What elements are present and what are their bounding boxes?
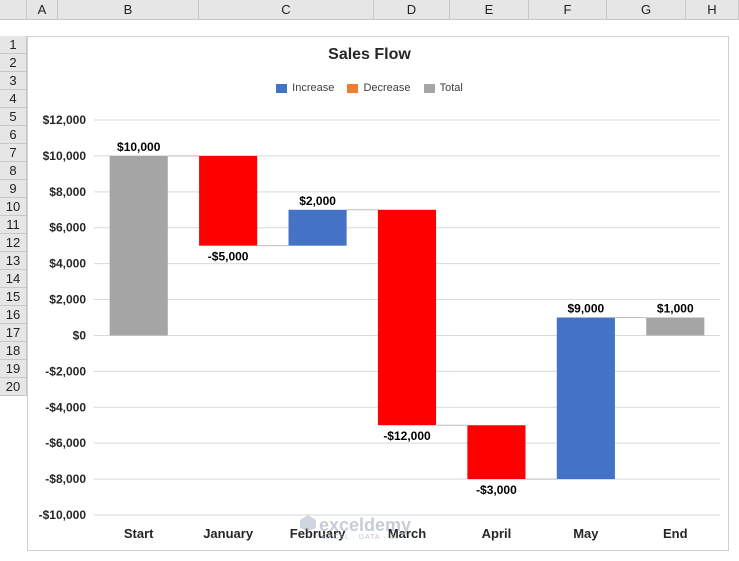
category-label-march: March: [388, 526, 426, 541]
category-label-end: End: [663, 526, 688, 541]
row-header-20[interactable]: 20: [0, 378, 27, 396]
column-header-b[interactable]: B: [58, 0, 199, 20]
y-tick-label: -$4,000: [45, 400, 86, 414]
row-header-15[interactable]: 15: [0, 288, 27, 306]
bar-end: [646, 317, 705, 336]
row-header-18[interactable]: 18: [0, 342, 27, 360]
bar-start: [109, 155, 168, 336]
column-header-f[interactable]: F: [529, 0, 607, 20]
y-tick-label: -$8,000: [45, 472, 86, 486]
y-tick-label: $8,000: [49, 185, 86, 199]
y-tick-label: $10,000: [43, 149, 87, 163]
category-label-april: April: [482, 526, 512, 541]
data-label-end: $1,000: [657, 302, 694, 316]
data-label-april: -$3,000: [476, 483, 517, 497]
legend-item-increase: Increase: [276, 82, 334, 94]
data-label-may: $9,000: [568, 302, 605, 316]
legend-swatch-decrease: [347, 83, 359, 93]
bar-april: [467, 425, 526, 480]
y-tick-label: $12,000: [43, 113, 87, 127]
row-header-8[interactable]: 8: [0, 162, 27, 180]
row-header-7[interactable]: 7: [0, 144, 27, 162]
chart-title[interactable]: Sales Flow: [328, 46, 411, 63]
legend-label-total: Total: [439, 82, 463, 94]
row-header-16[interactable]: 16: [0, 306, 27, 324]
row-header-3[interactable]: 3: [0, 72, 27, 90]
watermark-brand: exceldemy: [319, 515, 412, 535]
row-header-14[interactable]: 14: [0, 270, 27, 288]
y-tick-label: $4,000: [49, 257, 86, 271]
y-tick-label: -$6,000: [45, 436, 86, 450]
row-header-1[interactable]: 1: [0, 36, 27, 54]
y-tick-label: $0: [73, 328, 87, 342]
data-label-march: -$12,000: [383, 429, 431, 443]
column-header-g[interactable]: G: [607, 0, 686, 20]
legend-swatch-total: [423, 83, 435, 93]
row-header-5[interactable]: 5: [0, 108, 27, 126]
row-header-10[interactable]: 10: [0, 198, 27, 216]
row-header-11[interactable]: 11: [0, 216, 27, 234]
column-header-a[interactable]: A: [27, 0, 58, 20]
row-header-12[interactable]: 12: [0, 234, 27, 252]
bar-january: [199, 155, 258, 246]
category-label-may: May: [573, 526, 599, 541]
data-label-february: $2,000: [299, 194, 336, 208]
watermark-tagline: EXCEL · DATA · BI: [322, 534, 398, 541]
legend-label-increase: Increase: [292, 82, 335, 94]
chart-legend[interactable]: Increase Decrease Total: [0, 82, 739, 96]
legend-swatch-increase: [276, 83, 288, 93]
bar-february: [288, 209, 347, 246]
y-tick-label: -$2,000: [45, 364, 86, 378]
row-header-9[interactable]: 9: [0, 180, 27, 198]
legend-item-total: Total: [423, 82, 463, 94]
legend-label-decrease: Decrease: [363, 82, 411, 94]
y-tick-label: -$10,000: [39, 508, 87, 522]
y-tick-label: $2,000: [49, 293, 86, 307]
select-all-corner[interactable]: [0, 0, 27, 20]
row-header-13[interactable]: 13: [0, 252, 27, 270]
legend-item-decrease: Decrease: [347, 82, 411, 94]
column-header-e[interactable]: E: [450, 0, 529, 20]
category-label-february: February: [290, 526, 346, 541]
category-label-january: January: [203, 526, 254, 541]
data-label-start: $10,000: [117, 140, 161, 154]
column-header-d[interactable]: D: [374, 0, 450, 20]
exceldemy-logo-icon: [300, 515, 316, 531]
y-tick-label: $6,000: [49, 221, 86, 235]
row-header-4[interactable]: 4: [0, 90, 27, 108]
bar-may: [556, 317, 615, 480]
row-header-2[interactable]: 2: [0, 54, 27, 72]
row-header-6[interactable]: 6: [0, 126, 27, 144]
data-label-january: -$5,000: [208, 250, 249, 264]
column-header-c[interactable]: C: [199, 0, 374, 20]
category-label-start: Start: [124, 526, 154, 541]
row-header-19[interactable]: 19: [0, 360, 27, 378]
bar-march: [377, 209, 437, 426]
row-header-17[interactable]: 17: [0, 324, 27, 342]
